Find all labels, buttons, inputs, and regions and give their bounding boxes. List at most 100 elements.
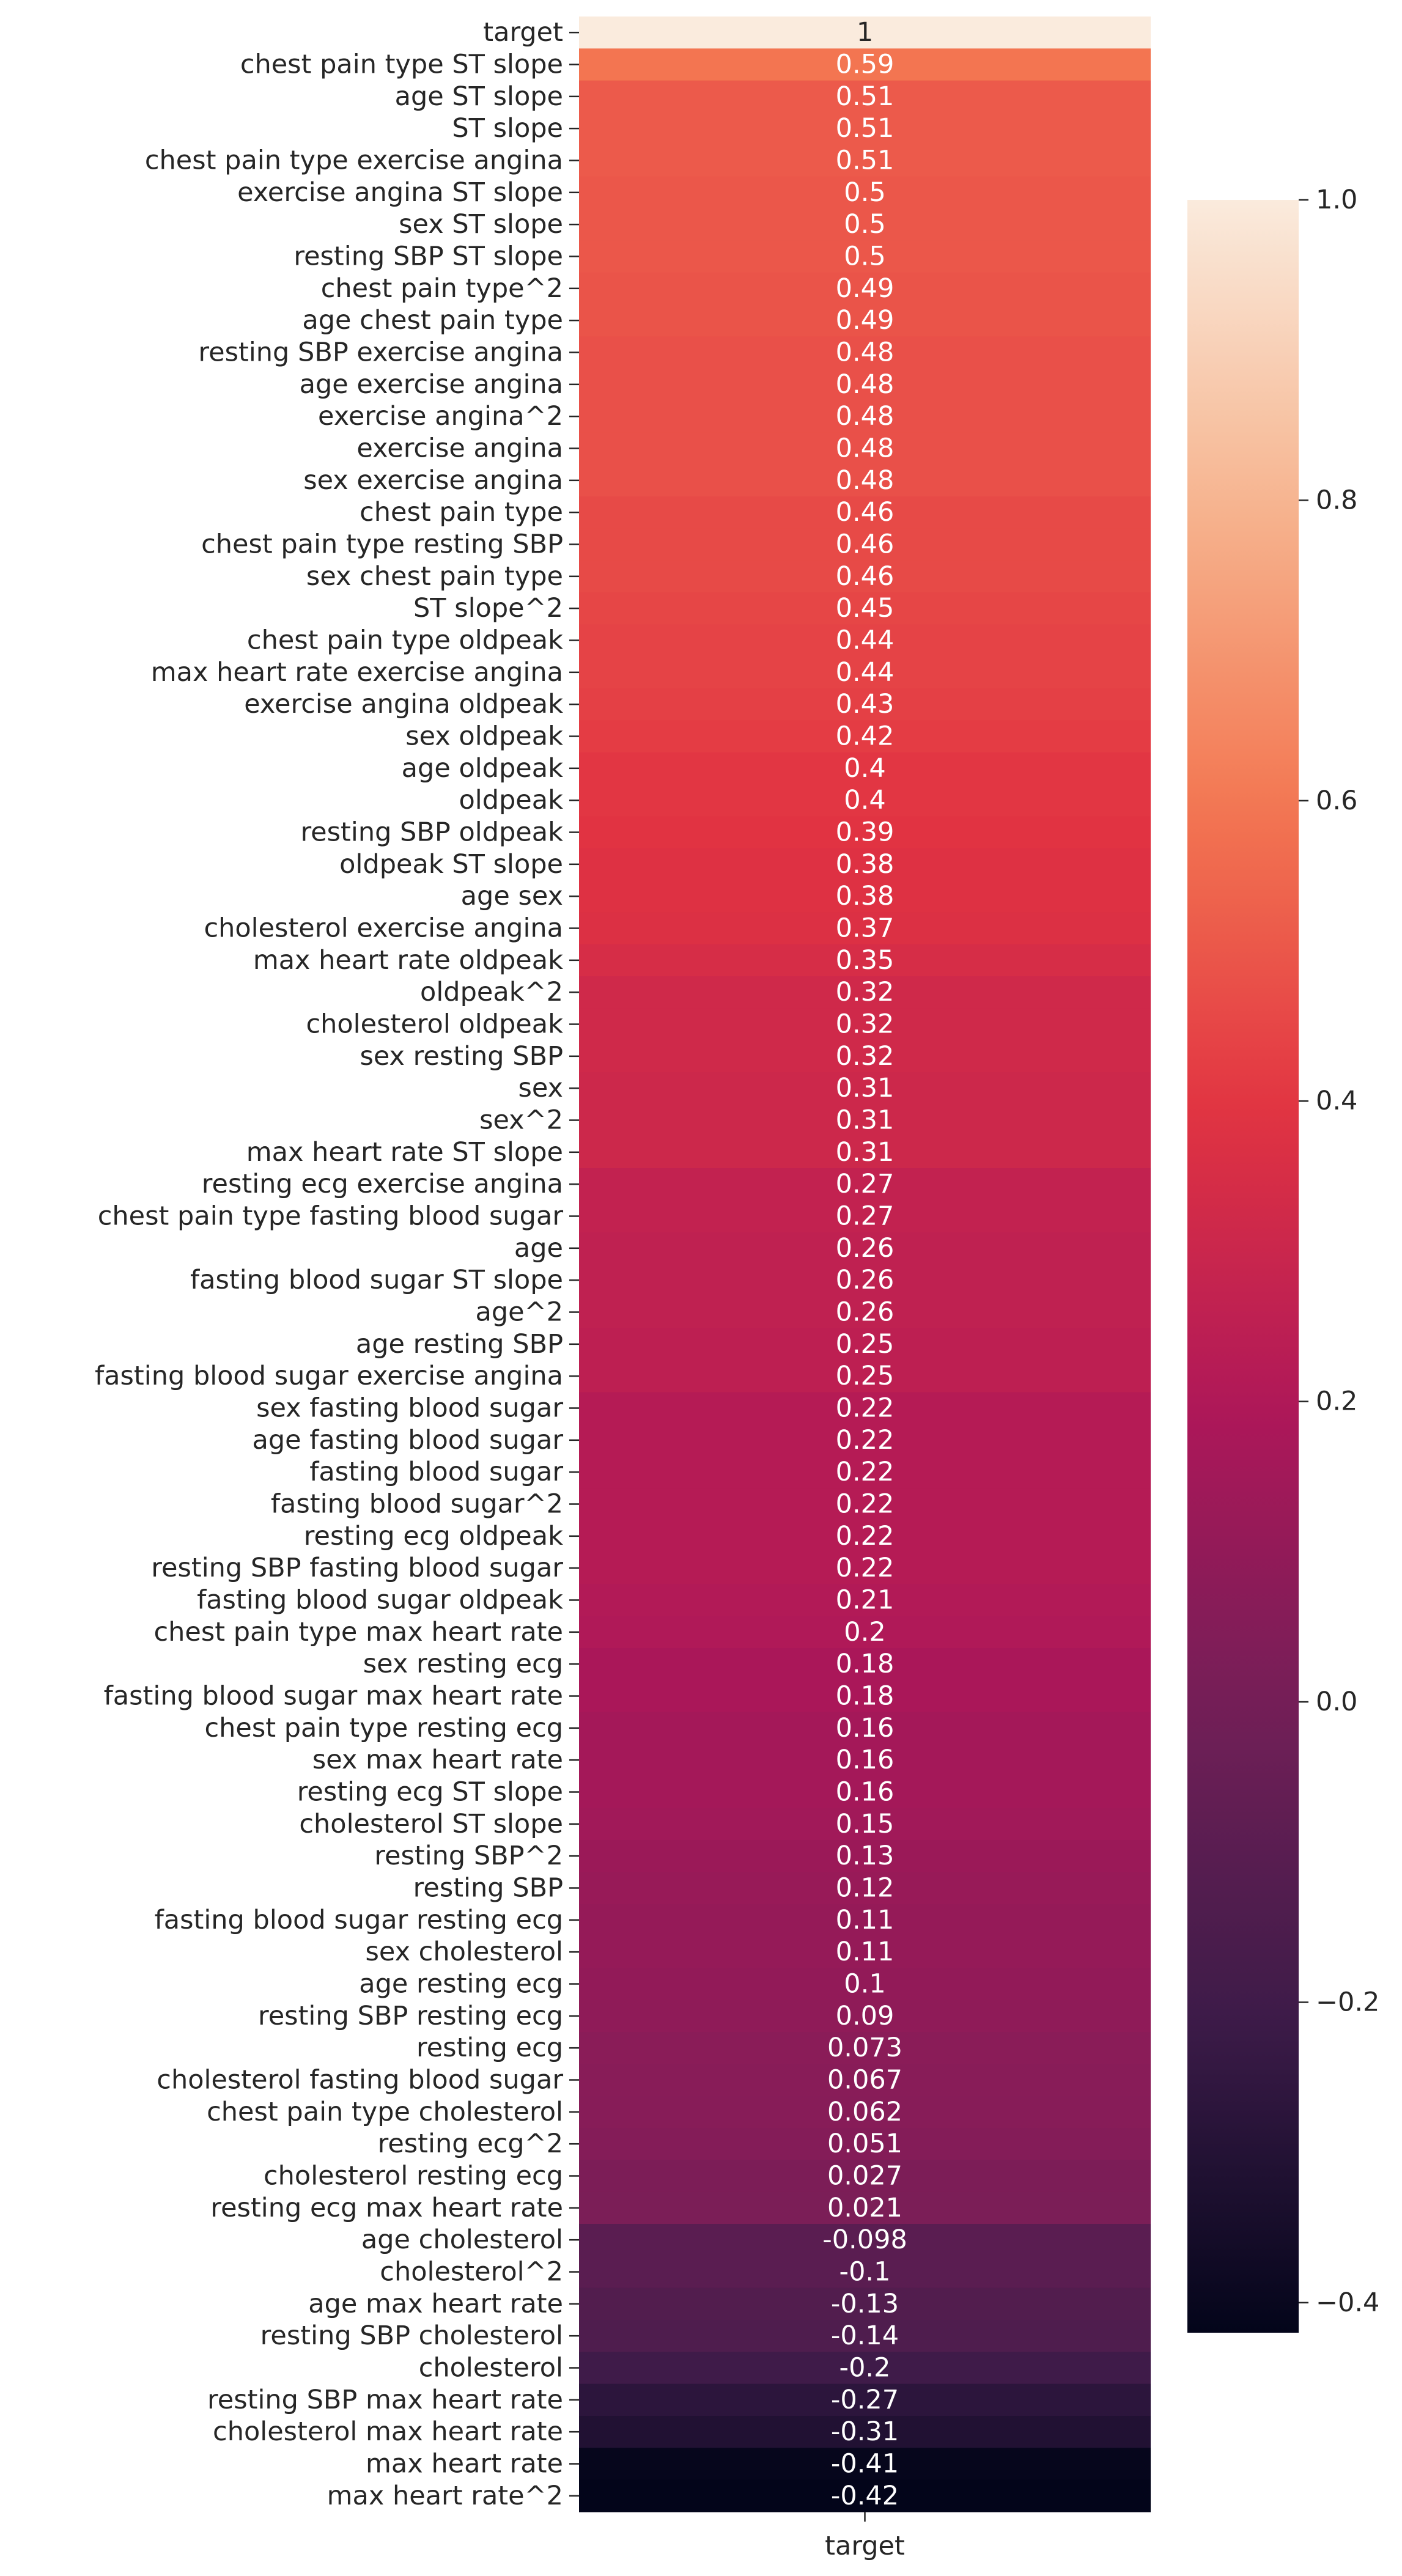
row-tick-label: max heart rate exercise angina: [151, 657, 563, 688]
heatmap-cell: [579, 624, 1151, 657]
cell-value-label: 0.44: [836, 625, 895, 656]
colorbar-tick-label: 1.0: [1316, 185, 1357, 215]
heatmap-cell: [579, 592, 1151, 625]
heatmap-cell: [579, 1776, 1151, 1809]
heatmap-cell: [579, 1072, 1151, 1105]
heatmap-cell: [579, 1648, 1151, 1680]
heatmap-cell: [579, 1744, 1151, 1776]
row-tick-label: resting ecg: [416, 2033, 563, 2063]
cell-value-label: -0.31: [831, 2416, 899, 2447]
heatmap-cell: [579, 752, 1151, 785]
cell-value-label: 0.48: [836, 337, 895, 368]
row-tick-label: sex cholesterol: [365, 1937, 563, 1967]
heatmap-cell: [579, 2320, 1151, 2352]
row-tick-label: exercise angina oldpeak: [244, 689, 563, 719]
row-tick-label: age exercise angina: [300, 369, 563, 400]
row-tick-label: chest pain type fasting blood sugar: [98, 1201, 564, 1232]
cell-value-label: 0.26: [836, 1233, 895, 1264]
row-tick-label: oldpeak ST slope: [339, 849, 563, 880]
cell-value-label: -0.2: [839, 2353, 891, 2383]
row-tick-label: cholesterol: [419, 2353, 563, 2383]
cell-value-label: 0.22: [836, 1457, 895, 1487]
cell-value-label: 0.48: [836, 433, 895, 464]
heatmap-cell: [579, 112, 1151, 145]
row-tick-label: chest pain type ST slope: [240, 50, 563, 80]
cell-value-label: 0.051: [827, 2129, 902, 2159]
row-tick-label: resting SBP ST slope: [293, 241, 563, 272]
heatmap-cell: [579, 2256, 1151, 2289]
cell-value-label: 0.22: [836, 1393, 895, 1424]
cell-value-label: 0.42: [836, 721, 895, 752]
cell-value-label: 0.18: [836, 1649, 895, 1679]
row-tick-label: cholesterol oldpeak: [306, 1009, 563, 1040]
heatmap-cell: [579, 1616, 1151, 1649]
row-tick-label: chest pain type oldpeak: [247, 625, 563, 656]
heatmap-cell: [579, 496, 1151, 529]
row-tick-label: exercise angina: [356, 433, 563, 464]
row-tick-label: exercise angina ST slope: [237, 177, 563, 208]
cell-value-label: 0.26: [836, 1297, 895, 1328]
row-tick-label: fasting blood sugar oldpeak: [197, 1585, 563, 1616]
cell-value-label: 0.51: [836, 113, 895, 144]
row-tick-label: fasting blood sugar max heart rate: [104, 1681, 563, 1712]
heatmap-cell: [579, 2032, 1151, 2064]
row-tick-label: fasting blood sugar resting ecg: [155, 1905, 563, 1935]
row-tick-label: target: [483, 17, 563, 48]
heatmap-cell: [579, 1456, 1151, 1489]
cell-value-label: 0.5: [844, 177, 885, 208]
heatmap-cell: [579, 1008, 1151, 1041]
cell-value-label: 0.16: [836, 1777, 895, 1808]
row-tick-label: oldpeak: [459, 785, 563, 815]
heatmap-cell: [579, 272, 1151, 305]
cell-value-label: -0.13: [831, 2289, 899, 2319]
heatmap-cell: [579, 656, 1151, 689]
row-tick-label: age chest pain type: [302, 305, 563, 336]
heatmap-cell: [579, 848, 1151, 881]
cell-value-label: 0.11: [836, 1937, 895, 1967]
heatmap-cell: [579, 2224, 1151, 2256]
heatmap-cell: [579, 1328, 1151, 1361]
row-tick-label: fasting blood sugar: [309, 1457, 563, 1487]
cell-value-label: 0.46: [836, 561, 895, 592]
row-tick-label: sex fasting blood sugar: [256, 1393, 563, 1424]
colorbar-tick-label: −0.4: [1316, 2287, 1379, 2318]
row-tick-label: sex resting SBP: [360, 1041, 563, 1072]
heatmap-cell: [579, 240, 1151, 273]
heatmap-cell: [579, 560, 1151, 593]
cell-value-label: 0.48: [836, 401, 895, 432]
heatmap-cell: [579, 2128, 1151, 2160]
row-tick-label: chest pain type resting ecg: [204, 1713, 563, 1743]
row-tick-label: cholesterol max heart rate: [213, 2416, 563, 2447]
heatmap-cell: [579, 2448, 1151, 2481]
cell-value-label: 0.5: [844, 241, 885, 272]
heatmap-cell: [579, 336, 1151, 369]
colorbar-tick-label: 0.4: [1316, 1086, 1357, 1116]
cell-value-label: 0.32: [836, 1041, 895, 1072]
cell-value-label: 0.38: [836, 881, 895, 911]
cell-value-label: 0.2: [844, 1617, 885, 1647]
heatmap-cell: [579, 80, 1151, 113]
row-tick-label: chest pain type exercise angina: [145, 145, 563, 176]
heatmap-cell: [579, 17, 1151, 49]
row-tick-label: ST slope: [452, 113, 563, 144]
heatmap-cell: [579, 720, 1151, 753]
heatmap-cell: [579, 1840, 1151, 1872]
cell-value-label: -0.1: [839, 2257, 891, 2287]
cell-value-label: 0.37: [836, 913, 895, 944]
cell-value-label: 0.49: [836, 273, 895, 304]
row-tick-label: age oldpeak: [402, 753, 563, 784]
cell-value-label: -0.42: [831, 2481, 899, 2511]
row-tick-label: max heart rate^2: [327, 2481, 563, 2511]
cell-value-label: 0.1: [844, 1969, 885, 2000]
heatmap-cell: [579, 528, 1151, 561]
heatmap-cell: [579, 464, 1151, 497]
heatmap-cell: [579, 1392, 1151, 1425]
row-tick-label: resting SBP resting ecg: [258, 2001, 563, 2031]
heatmap-cell: [579, 2352, 1151, 2385]
colorbar-tick-label: −0.2: [1316, 1987, 1379, 2017]
cell-value-label: 0.09: [836, 2001, 895, 2031]
row-tick-label: sex max heart rate: [312, 1745, 563, 1775]
cell-value-label: 0.22: [836, 1553, 895, 1583]
heatmap-cell: [579, 2416, 1151, 2448]
heatmap-cell: [579, 1904, 1151, 1937]
